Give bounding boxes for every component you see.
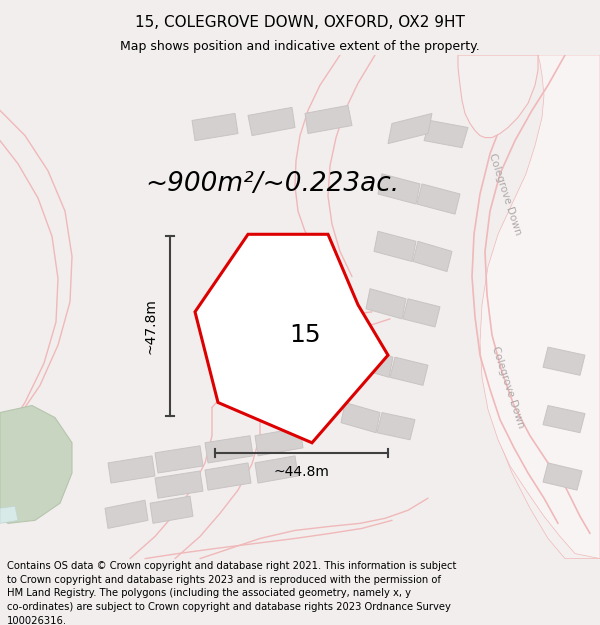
Text: Map shows position and indicative extent of the property.: Map shows position and indicative extent… [120, 39, 480, 52]
Polygon shape [305, 106, 352, 134]
Polygon shape [413, 241, 452, 271]
Text: ~47.8m: ~47.8m [144, 298, 158, 354]
Polygon shape [378, 174, 420, 204]
Text: Contains OS data © Crown copyright and database right 2021. This information is : Contains OS data © Crown copyright and d… [7, 561, 457, 625]
Text: Colegrove Down: Colegrove Down [487, 152, 523, 236]
Polygon shape [195, 234, 388, 442]
Polygon shape [0, 506, 18, 523]
Text: ~44.8m: ~44.8m [274, 465, 329, 479]
Text: 15: 15 [289, 323, 321, 347]
Polygon shape [341, 402, 380, 432]
Polygon shape [255, 456, 298, 483]
Polygon shape [248, 107, 295, 136]
Polygon shape [374, 231, 416, 261]
Polygon shape [458, 55, 538, 138]
Polygon shape [543, 463, 582, 490]
Polygon shape [354, 347, 393, 378]
Polygon shape [205, 436, 253, 463]
Polygon shape [255, 428, 303, 456]
Polygon shape [543, 406, 585, 432]
Polygon shape [388, 113, 432, 144]
Polygon shape [155, 446, 203, 473]
Polygon shape [543, 347, 585, 375]
Polygon shape [424, 121, 468, 148]
Polygon shape [366, 289, 406, 319]
Polygon shape [480, 55, 600, 559]
Text: Colegrove Down: Colegrove Down [490, 345, 526, 429]
Polygon shape [390, 357, 428, 386]
Polygon shape [377, 412, 415, 440]
Text: ~900m²/~0.223ac.: ~900m²/~0.223ac. [145, 171, 399, 197]
Polygon shape [105, 500, 148, 528]
Text: 15, COLEGROVE DOWN, OXFORD, OX2 9HT: 15, COLEGROVE DOWN, OXFORD, OX2 9HT [135, 16, 465, 31]
Polygon shape [108, 456, 155, 483]
Polygon shape [205, 463, 251, 490]
Polygon shape [150, 496, 193, 523]
Polygon shape [403, 299, 440, 327]
Polygon shape [485, 55, 600, 559]
Polygon shape [0, 406, 72, 523]
Polygon shape [155, 471, 203, 498]
Polygon shape [192, 113, 238, 141]
Polygon shape [417, 184, 460, 214]
